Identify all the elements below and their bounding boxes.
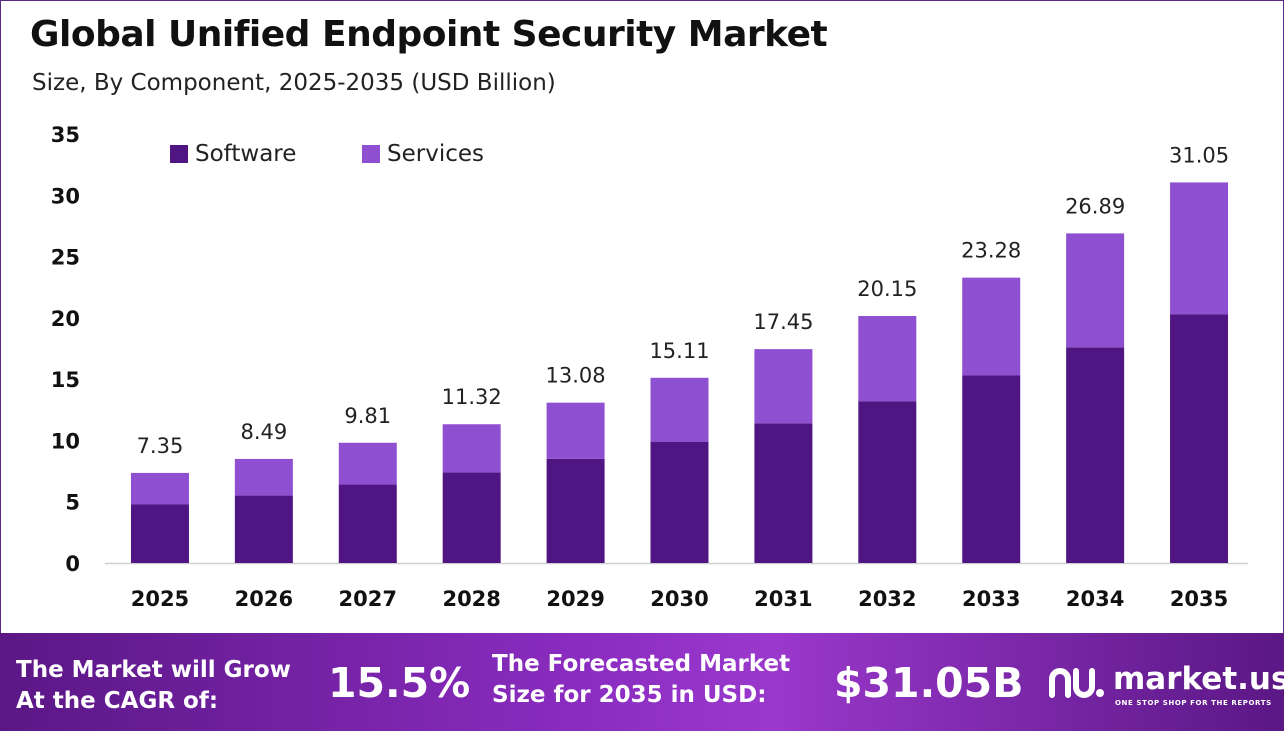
x-tick-label: 2026 [235,587,293,611]
bar-software-2031 [754,423,813,563]
cagr-value: 15.5% [328,659,471,707]
legend-label-services: Services [387,141,484,167]
forecast-label-line2: Size for 2035 in USD: [492,682,767,708]
x-tick-label: 2034 [1066,587,1124,611]
bar-total-label: 26.89 [1065,194,1125,218]
x-tick-label: 2027 [339,587,397,611]
cagr-label-line1: The Market will Grow [16,657,291,683]
cagr-label: The Market will Grow At the CAGR of: [16,655,291,717]
y-tick-label: 5 [65,491,80,515]
y-tick-label: 15 [51,368,80,392]
stacked-bar-chart: 051015202530357.3520258.4920269.81202711… [51,123,1248,611]
market-us-logo-tagline: ONE STOP SHOP FOR THE REPORTS [1115,699,1272,707]
y-tick-label: 10 [51,429,80,453]
bar-services-2029 [546,402,605,459]
bar-services-2033 [962,277,1021,376]
bar-services-2030 [650,377,709,442]
bar-total-label: 7.35 [137,434,184,458]
bar-services-2026 [234,458,293,496]
x-tick-label: 2028 [442,587,500,611]
footer-banner: The Market will Grow At the CAGR of: 15.… [0,633,1284,731]
bar-services-2035 [1170,182,1229,315]
bar-software-2033 [962,375,1021,563]
x-tick-label: 2033 [962,587,1020,611]
y-tick-label: 35 [51,123,80,147]
y-tick-label: 0 [65,552,80,576]
cagr-label-line2: At the CAGR of: [16,688,219,714]
bar-services-2034 [1066,233,1125,348]
bar-services-2025 [130,472,189,505]
chart-subtitle: Size, By Component, 2025-2035 (USD Billi… [32,70,556,96]
bar-software-2028 [442,472,501,563]
x-tick-label: 2035 [1170,587,1228,611]
bar-total-label: 17.45 [753,310,813,334]
x-tick-label: 2032 [858,587,916,611]
x-tick-label: 2030 [650,587,708,611]
bar-total-label: 15.11 [649,339,709,363]
y-tick-label: 20 [51,307,80,331]
bar-software-2032 [858,401,917,563]
bar-software-2025 [130,504,189,563]
forecast-label-line1: The Forecasted Market [492,651,791,677]
x-tick-label: 2031 [754,587,812,611]
bar-total-label: 13.08 [546,364,606,388]
bar-total-label: 8.49 [240,420,287,444]
bar-services-2031 [754,349,813,424]
bar-software-2026 [234,495,293,563]
legend-swatch-services [362,145,380,163]
market-us-logo-icon [1049,668,1104,698]
bar-software-2030 [650,441,709,563]
forecast-value: $31.05B [834,659,1024,707]
bar-services-2028 [442,424,501,473]
bar-software-2027 [338,484,397,563]
bar-total-label: 23.28 [961,239,1021,263]
bar-software-2034 [1066,347,1125,563]
legend-label-software: Software [195,141,296,167]
market-us-logo-text: market.us [1113,661,1284,697]
bar-total-label: 20.15 [857,277,917,301]
chart-title: Global Unified Endpoint Security Market [30,14,828,55]
x-tick-label: 2025 [131,587,189,611]
bar-software-2035 [1170,314,1229,563]
bar-total-label: 9.81 [344,404,391,428]
bar-services-2032 [858,316,917,402]
x-tick-label: 2029 [546,587,604,611]
forecast-label: The Forecasted Market Size for 2035 in U… [492,649,790,711]
legend-swatch-software [170,145,188,163]
bar-total-label: 11.32 [442,385,502,409]
bar-services-2027 [338,442,397,485]
bar-software-2029 [546,458,605,563]
y-tick-label: 25 [51,246,80,270]
bar-total-label: 31.05 [1169,143,1229,167]
y-tick-label: 30 [51,184,80,208]
